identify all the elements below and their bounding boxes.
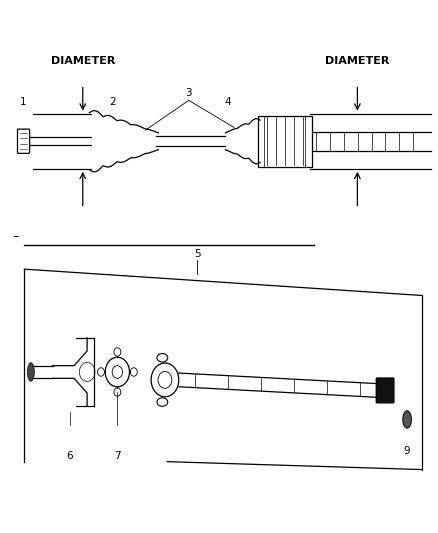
Text: 9: 9 (404, 446, 410, 456)
Circle shape (105, 357, 130, 387)
Ellipse shape (28, 363, 34, 381)
Bar (258, 116, 312, 166)
Text: 6: 6 (67, 451, 73, 461)
Ellipse shape (114, 388, 121, 396)
Ellipse shape (157, 353, 168, 362)
Text: 1: 1 (20, 97, 27, 107)
Text: DIAMETER: DIAMETER (325, 56, 389, 66)
Text: DIAMETER: DIAMETER (51, 56, 115, 66)
Ellipse shape (157, 398, 168, 406)
Circle shape (112, 366, 123, 378)
FancyBboxPatch shape (376, 378, 394, 403)
Text: 2: 2 (110, 96, 117, 107)
Ellipse shape (114, 348, 121, 356)
Text: 3: 3 (185, 88, 192, 98)
FancyBboxPatch shape (18, 129, 30, 154)
Ellipse shape (403, 411, 411, 428)
Ellipse shape (98, 368, 104, 376)
Text: 7: 7 (114, 451, 121, 461)
Text: 5: 5 (194, 248, 201, 259)
Text: –: – (13, 230, 19, 243)
Text: 4: 4 (224, 96, 231, 107)
Circle shape (151, 363, 179, 397)
Circle shape (158, 372, 172, 389)
Circle shape (79, 362, 95, 382)
Ellipse shape (131, 368, 137, 376)
